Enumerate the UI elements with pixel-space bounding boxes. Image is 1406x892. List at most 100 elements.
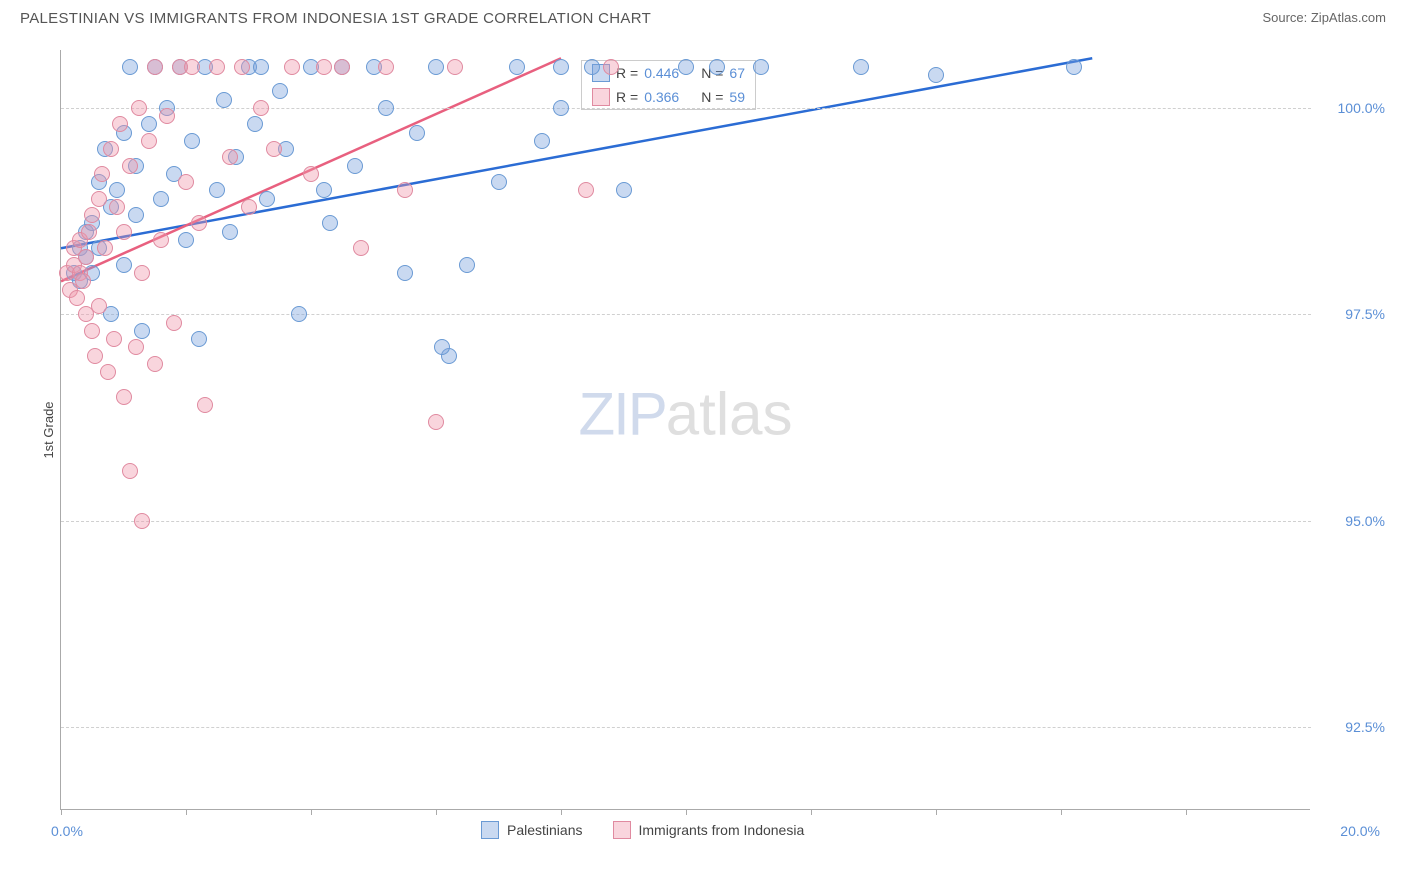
data-point: [103, 141, 119, 157]
data-point: [128, 207, 144, 223]
data-point: [509, 59, 525, 75]
source-attribution: Source: ZipAtlas.com: [1262, 10, 1386, 25]
header: PALESTINIAN VS IMMIGRANTS FROM INDONESIA…: [0, 0, 1406, 32]
data-point: [78, 249, 94, 265]
source-label: Source:: [1262, 10, 1310, 25]
y-tick-label: 92.5%: [1320, 719, 1385, 735]
data-point: [378, 59, 394, 75]
chart-title: PALESTINIAN VS IMMIGRANTS FROM INDONESIA…: [20, 10, 651, 27]
x-tick: [811, 809, 812, 815]
r-label-2: R =: [616, 89, 638, 105]
data-point: [116, 224, 132, 240]
data-point: [378, 100, 394, 116]
data-point: [334, 59, 350, 75]
data-point: [397, 182, 413, 198]
data-point: [272, 83, 288, 99]
data-point: [316, 59, 332, 75]
data-point: [184, 133, 200, 149]
data-point: [131, 100, 147, 116]
legend-row-2: R = 0.366 N = 59: [582, 85, 755, 109]
x-tick: [311, 809, 312, 815]
x-tick: [1186, 809, 1187, 815]
data-point: [134, 323, 150, 339]
data-point: [259, 191, 275, 207]
data-point: [266, 141, 282, 157]
data-point: [303, 166, 319, 182]
bottom-swatch-2: [613, 821, 631, 839]
y-tick-label: 100.0%: [1320, 100, 1385, 116]
bottom-legend: Palestinians Immigrants from Indonesia: [481, 821, 804, 839]
data-point: [178, 174, 194, 190]
data-point: [91, 191, 107, 207]
data-point: [178, 232, 194, 248]
data-point: [247, 116, 263, 132]
data-point: [434, 339, 450, 355]
legend-swatch-2: [592, 88, 610, 106]
data-point: [94, 166, 110, 182]
x-tick: [936, 809, 937, 815]
gridline: [61, 521, 1311, 522]
data-point: [209, 182, 225, 198]
data-point: [853, 59, 869, 75]
data-point: [234, 59, 250, 75]
gridline: [61, 727, 1311, 728]
data-point: [616, 182, 632, 198]
data-point: [75, 273, 91, 289]
chart-container: 1st Grade ZIPatlas R = 0.446 N = 67 R = …: [60, 50, 1390, 810]
data-point: [578, 182, 594, 198]
data-point: [222, 224, 238, 240]
x-axis-max-label: 20.0%: [1340, 823, 1380, 839]
data-point: [428, 59, 444, 75]
data-point: [116, 389, 132, 405]
plot-area: ZIPatlas R = 0.446 N = 67 R = 0.366 N = …: [60, 50, 1310, 810]
n-value-2: 59: [729, 89, 745, 105]
y-axis-title: 1st Grade: [41, 401, 56, 458]
data-point: [134, 265, 150, 281]
data-point: [534, 133, 550, 149]
data-point: [1066, 59, 1082, 75]
data-point: [753, 59, 769, 75]
data-point: [81, 224, 97, 240]
data-point: [353, 240, 369, 256]
data-point: [191, 331, 207, 347]
data-point: [322, 215, 338, 231]
data-point: [928, 67, 944, 83]
data-point: [100, 364, 116, 380]
data-point: [709, 59, 725, 75]
data-point: [459, 257, 475, 273]
trend-lines: [61, 50, 1311, 810]
bottom-label-1: Palestinians: [507, 822, 583, 838]
bottom-label-2: Immigrants from Indonesia: [639, 822, 805, 838]
bottom-swatch-1: [481, 821, 499, 839]
bottom-legend-item-2: Immigrants from Indonesia: [613, 821, 805, 839]
data-point: [397, 265, 413, 281]
data-point: [128, 339, 144, 355]
data-point: [222, 149, 238, 165]
data-point: [584, 59, 600, 75]
data-point: [112, 116, 128, 132]
data-point: [122, 158, 138, 174]
data-point: [603, 59, 619, 75]
data-point: [153, 191, 169, 207]
data-point: [428, 414, 444, 430]
n-label-2: N =: [701, 89, 723, 105]
data-point: [91, 298, 107, 314]
y-tick-label: 97.5%: [1320, 306, 1385, 322]
data-point: [97, 240, 113, 256]
data-point: [153, 232, 169, 248]
data-point: [109, 199, 125, 215]
data-point: [69, 290, 85, 306]
data-point: [409, 125, 425, 141]
data-point: [166, 315, 182, 331]
x-tick: [561, 809, 562, 815]
data-point: [84, 323, 100, 339]
data-point: [241, 199, 257, 215]
data-point: [253, 100, 269, 116]
data-point: [253, 59, 269, 75]
x-tick: [1061, 809, 1062, 815]
data-point: [491, 174, 507, 190]
x-axis-min-label: 0.0%: [51, 823, 83, 839]
r-value-2: 0.366: [644, 89, 679, 105]
bottom-legend-item-1: Palestinians: [481, 821, 583, 839]
data-point: [141, 133, 157, 149]
